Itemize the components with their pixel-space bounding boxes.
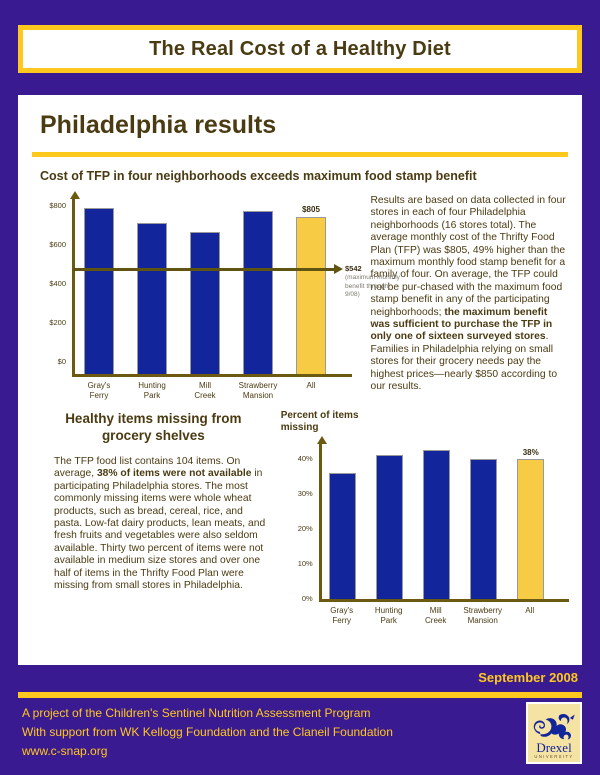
chart1-value-label-all: $805 xyxy=(302,205,320,214)
footer-gold-rule xyxy=(18,692,582,698)
max-benefit-reference-line xyxy=(73,268,334,271)
chart2-y-axis-arrow-icon xyxy=(316,436,327,444)
y-axis-arrow-icon xyxy=(70,191,80,199)
publication-date: September 2008 xyxy=(478,670,578,685)
chart-cost-of-tfp: $800 $600 $400 $200 $0 $805 $542 (maximu… xyxy=(32,191,400,400)
chart2-bar-mill-creek[interactable] xyxy=(422,450,450,599)
max-benefit-sub-label: (maximum monthly benefit through 9/08) xyxy=(345,274,400,299)
section-heading-healthy-items-missing: Healthy items missing from grocery shelv… xyxy=(65,411,242,443)
section-heading-cost-of-tfp: Cost of TFP in four neighborhoods exceed… xyxy=(40,169,477,183)
chart2-bar-hunting-park[interactable] xyxy=(375,455,403,599)
max-benefit-arrow-icon xyxy=(334,264,343,274)
chart2-axis-title: Percent of items missing xyxy=(280,410,359,433)
footer-line-project: A project of the Children's Sentinel Nut… xyxy=(22,706,371,720)
chart1-xlabel-grays-ferry: Gray's Ferry xyxy=(87,381,111,400)
chart1-xlabel-mill-creek: Mill Creek xyxy=(194,381,216,400)
results-heading: Philadelphia results xyxy=(40,111,277,139)
chart2-xlabel-all: All xyxy=(525,606,535,615)
chart2-xlabel-mill-creek: Mill Creek xyxy=(425,606,447,625)
chart-percent-items-missing: Percent of items missing 40% 30% 20% 10%… xyxy=(279,410,569,625)
row-cost-chart-and-text: $800 $600 $400 $200 $0 $805 $542 (maximu… xyxy=(18,183,582,400)
chart1-ytick-2: $400 xyxy=(49,279,66,288)
document-title-banner: The Real Cost of a Healthy Diet xyxy=(18,25,582,73)
chart1-xlabel-strawberry-mansion: Strawberry Mansion xyxy=(238,381,278,400)
chart2-ytick-4: 40% xyxy=(297,454,313,463)
chart2-ytick-1: 10% xyxy=(297,559,313,568)
chart1-bar-strawberry-mansion[interactable] xyxy=(243,211,273,374)
chart1-bar-mill-creek[interactable] xyxy=(190,232,220,374)
footer-credits: A project of the Children's Sentinel Nut… xyxy=(22,704,393,761)
chart1-bar-grays-ferry[interactable] xyxy=(84,208,114,374)
footer-line-website[interactable]: www.c-snap.org xyxy=(22,744,108,758)
chart2-ytick-0: 0% xyxy=(301,594,313,603)
max-benefit-value-label: $542 xyxy=(345,264,362,273)
chart1-plot-area xyxy=(72,199,352,377)
main-content-panel: Philadelphia results Cost of TFP in four… xyxy=(18,95,582,665)
row-missing-items-text-and-chart: Healthy items missing from grocery shelv… xyxy=(18,396,582,625)
footer-line-support: With support from WK Kellogg Foundation … xyxy=(22,725,393,739)
missing-items-column: Healthy items missing from grocery shelv… xyxy=(32,410,275,625)
chart1-ytick-4: $800 xyxy=(49,201,66,210)
dragon-icon xyxy=(533,713,575,740)
chart1-ytick-3: $600 xyxy=(49,240,66,249)
paragraph-text-part1: Results are based on data collected in f… xyxy=(370,195,566,318)
cost-results-paragraph: Results are based on data collected in f… xyxy=(364,191,568,396)
left-paragraph-part1: The TFP food list contains 104 items. On… xyxy=(54,456,241,480)
chart1-xlabel-all: All xyxy=(306,381,316,390)
paragraph-text-part2: . Families in Philadelphia relying on sm… xyxy=(370,331,558,393)
chart2-xlabel-grays-ferry: Gray's Ferry xyxy=(330,606,354,625)
drexel-university-logo: Drexel UNIVERSITY xyxy=(526,702,582,764)
paragraph-text-bold: the maximum benefit was sufficient to pu… xyxy=(370,306,553,343)
chart2-ytick-3: 30% xyxy=(297,489,313,498)
chart1-xlabel-hunting-park: Hunting Park xyxy=(138,381,166,400)
chart2-bar-strawberry-mansion[interactable] xyxy=(469,459,497,599)
logo-subtext: UNIVERSITY xyxy=(534,754,574,759)
chart1-ytick-0: $0 xyxy=(57,357,66,366)
chart2-ytick-2: 20% xyxy=(297,524,313,533)
chart1-ytick-1: $200 xyxy=(49,318,66,327)
chart1-bar-all[interactable] xyxy=(296,217,326,374)
chart2-plot-area xyxy=(318,444,569,602)
logo-wordmark: Drexel xyxy=(536,740,572,755)
gold-divider-rule xyxy=(32,152,568,157)
left-paragraph-part2: in participating Philadelphia stores. Th… xyxy=(54,468,266,592)
chart1-bar-hunting-park[interactable] xyxy=(137,223,167,374)
chart2-bar-grays-ferry[interactable] xyxy=(328,473,356,599)
chart2-xlabel-strawberry-mansion: Strawberry Mansion xyxy=(463,606,503,625)
chart2-xlabel-hunting-park: Hunting Park xyxy=(374,606,403,625)
chart2-value-label-all: 38% xyxy=(522,448,539,457)
chart2-bar-all[interactable] xyxy=(516,459,544,599)
page-title: The Real Cost of a Healthy Diet xyxy=(149,37,451,60)
left-paragraph-bold: 38% of items were not available xyxy=(96,468,252,480)
missing-items-paragraph: The TFP food list contains 104 items. On… xyxy=(32,444,275,592)
